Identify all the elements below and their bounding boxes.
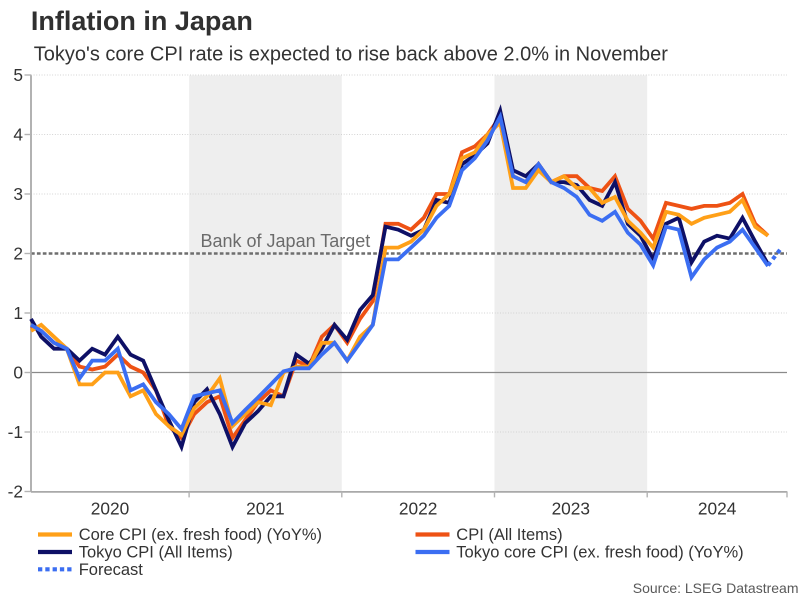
svg-text:Source: LSEG Datastream: Source: LSEG Datastream	[633, 580, 799, 596]
svg-text:2020: 2020	[91, 499, 129, 519]
svg-text:2023: 2023	[552, 499, 590, 519]
svg-text:Tokyo CPI (All Items): Tokyo CPI (All Items)	[79, 544, 233, 562]
svg-text:3: 3	[13, 184, 23, 204]
svg-text:5: 5	[13, 65, 23, 85]
svg-text:Inflation in Japan: Inflation in Japan	[31, 6, 253, 36]
svg-text:Tokyo's core CPI rate is expec: Tokyo's core CPI rate is expected to ris…	[34, 43, 668, 65]
svg-text:4: 4	[13, 125, 23, 145]
svg-text:-1: -1	[8, 422, 23, 442]
svg-text:0: 0	[13, 363, 23, 383]
svg-text:2: 2	[13, 244, 23, 264]
svg-text:2022: 2022	[399, 499, 437, 519]
svg-text:Forecast: Forecast	[79, 561, 144, 579]
svg-text:Tokyo core CPI (ex. fresh food: Tokyo core CPI (ex. fresh food) (YoY%)	[456, 544, 743, 562]
svg-text:2021: 2021	[246, 499, 284, 519]
svg-text:Core CPI (ex. fresh food) (YoY: Core CPI (ex. fresh food) (YoY%)	[79, 526, 322, 544]
svg-text:2024: 2024	[698, 499, 737, 519]
svg-text:CPI (All Items): CPI (All Items)	[456, 526, 562, 544]
svg-text:1: 1	[13, 303, 23, 323]
svg-text:-2: -2	[8, 482, 23, 502]
svg-text:Bank of Japan Target: Bank of Japan Target	[201, 231, 371, 251]
